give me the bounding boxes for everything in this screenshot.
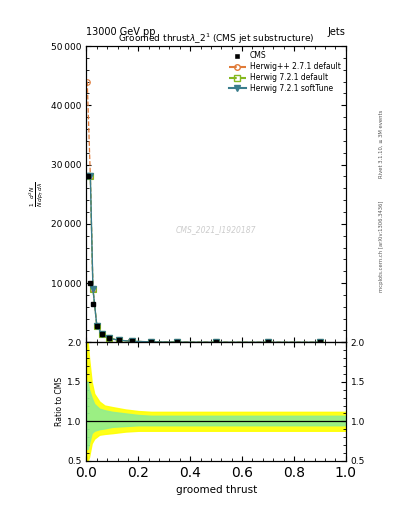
Herwig 7.2.1 default (214, 339, 219, 345)
Herwig 7.2.1 softTune (175, 339, 180, 345)
CMS (175, 339, 180, 345)
CMS (100, 331, 105, 337)
Herwig 7.2.1 softTune (85, 174, 90, 180)
Herwig 7.2.1 default (266, 339, 270, 346)
Herwig++ 2.7.1 default (100, 331, 105, 337)
CMS (149, 339, 154, 345)
Text: CMS_2021_I1920187: CMS_2021_I1920187 (176, 225, 256, 234)
Herwig 7.2.1 default (90, 286, 95, 292)
Herwig 7.2.1 default (318, 339, 322, 346)
Herwig 7.2.1 default (149, 339, 154, 345)
CMS (214, 339, 219, 345)
Herwig++ 2.7.1 default (129, 338, 134, 344)
CMS (90, 301, 95, 307)
Herwig++ 2.7.1 default (266, 339, 270, 346)
Herwig 7.2.1 default (106, 335, 111, 341)
Line: Herwig 7.2.1 softTune: Herwig 7.2.1 softTune (84, 174, 323, 345)
Text: 13000 GeV pp: 13000 GeV pp (86, 27, 156, 37)
Herwig 7.2.1 softTune (94, 323, 99, 329)
X-axis label: groomed thrust: groomed thrust (176, 485, 257, 495)
Herwig++ 2.7.1 default (94, 323, 99, 329)
Herwig 7.2.1 softTune (100, 331, 105, 337)
Herwig++ 2.7.1 default (116, 337, 121, 344)
Herwig 7.2.1 default (100, 331, 105, 337)
Herwig 7.2.1 default (129, 338, 134, 344)
Herwig++ 2.7.1 default (214, 339, 219, 345)
Y-axis label: Ratio to CMS: Ratio to CMS (55, 377, 64, 426)
Herwig 7.2.1 softTune (88, 174, 93, 180)
CMS (88, 280, 93, 286)
CMS (106, 335, 111, 341)
Herwig 7.2.1 softTune (214, 339, 219, 345)
Text: mcplots.cern.ch [arXiv:1306.3436]: mcplots.cern.ch [arXiv:1306.3436] (379, 200, 384, 291)
Herwig++ 2.7.1 default (149, 339, 154, 345)
Line: Herwig++ 2.7.1 default: Herwig++ 2.7.1 default (84, 79, 323, 345)
Herwig 7.2.1 softTune (129, 338, 134, 344)
Herwig++ 2.7.1 default (175, 339, 180, 345)
Legend: CMS, Herwig++ 2.7.1 default, Herwig 7.2.1 default, Herwig 7.2.1 softTune: CMS, Herwig++ 2.7.1 default, Herwig 7.2.… (228, 50, 342, 95)
Y-axis label: $\frac{1}{N}\frac{d^2N}{dp_T\,d\lambda}$: $\frac{1}{N}\frac{d^2N}{dp_T\,d\lambda}$ (28, 181, 46, 207)
Text: Rivet 3.1.10, ≥ 3M events: Rivet 3.1.10, ≥ 3M events (379, 109, 384, 178)
Title: Groomed thrust$\lambda\_2^1$ (CMS jet substructure): Groomed thrust$\lambda\_2^1$ (CMS jet su… (118, 32, 314, 46)
CMS (266, 339, 270, 346)
Herwig 7.2.1 default (94, 323, 99, 329)
Herwig 7.2.1 default (116, 337, 121, 344)
Herwig 7.2.1 softTune (106, 335, 111, 341)
Herwig 7.2.1 default (85, 174, 90, 180)
Herwig 7.2.1 softTune (266, 339, 270, 346)
CMS (129, 338, 134, 344)
Herwig 7.2.1 softTune (116, 337, 121, 344)
Herwig++ 2.7.1 default (85, 78, 90, 84)
Text: Jets: Jets (328, 27, 346, 37)
Herwig 7.2.1 softTune (90, 286, 95, 292)
CMS (94, 323, 99, 329)
Herwig 7.2.1 softTune (149, 339, 154, 345)
Line: Herwig 7.2.1 default: Herwig 7.2.1 default (84, 174, 323, 345)
Herwig++ 2.7.1 default (318, 339, 322, 346)
Herwig 7.2.1 softTune (318, 339, 322, 346)
Herwig 7.2.1 default (175, 339, 180, 345)
CMS (318, 339, 322, 346)
Herwig 7.2.1 default (88, 174, 93, 180)
Herwig++ 2.7.1 default (88, 174, 93, 180)
CMS (85, 174, 90, 180)
Herwig++ 2.7.1 default (106, 335, 111, 341)
Herwig++ 2.7.1 default (90, 286, 95, 292)
CMS (116, 337, 121, 344)
Line: CMS: CMS (85, 174, 322, 345)
